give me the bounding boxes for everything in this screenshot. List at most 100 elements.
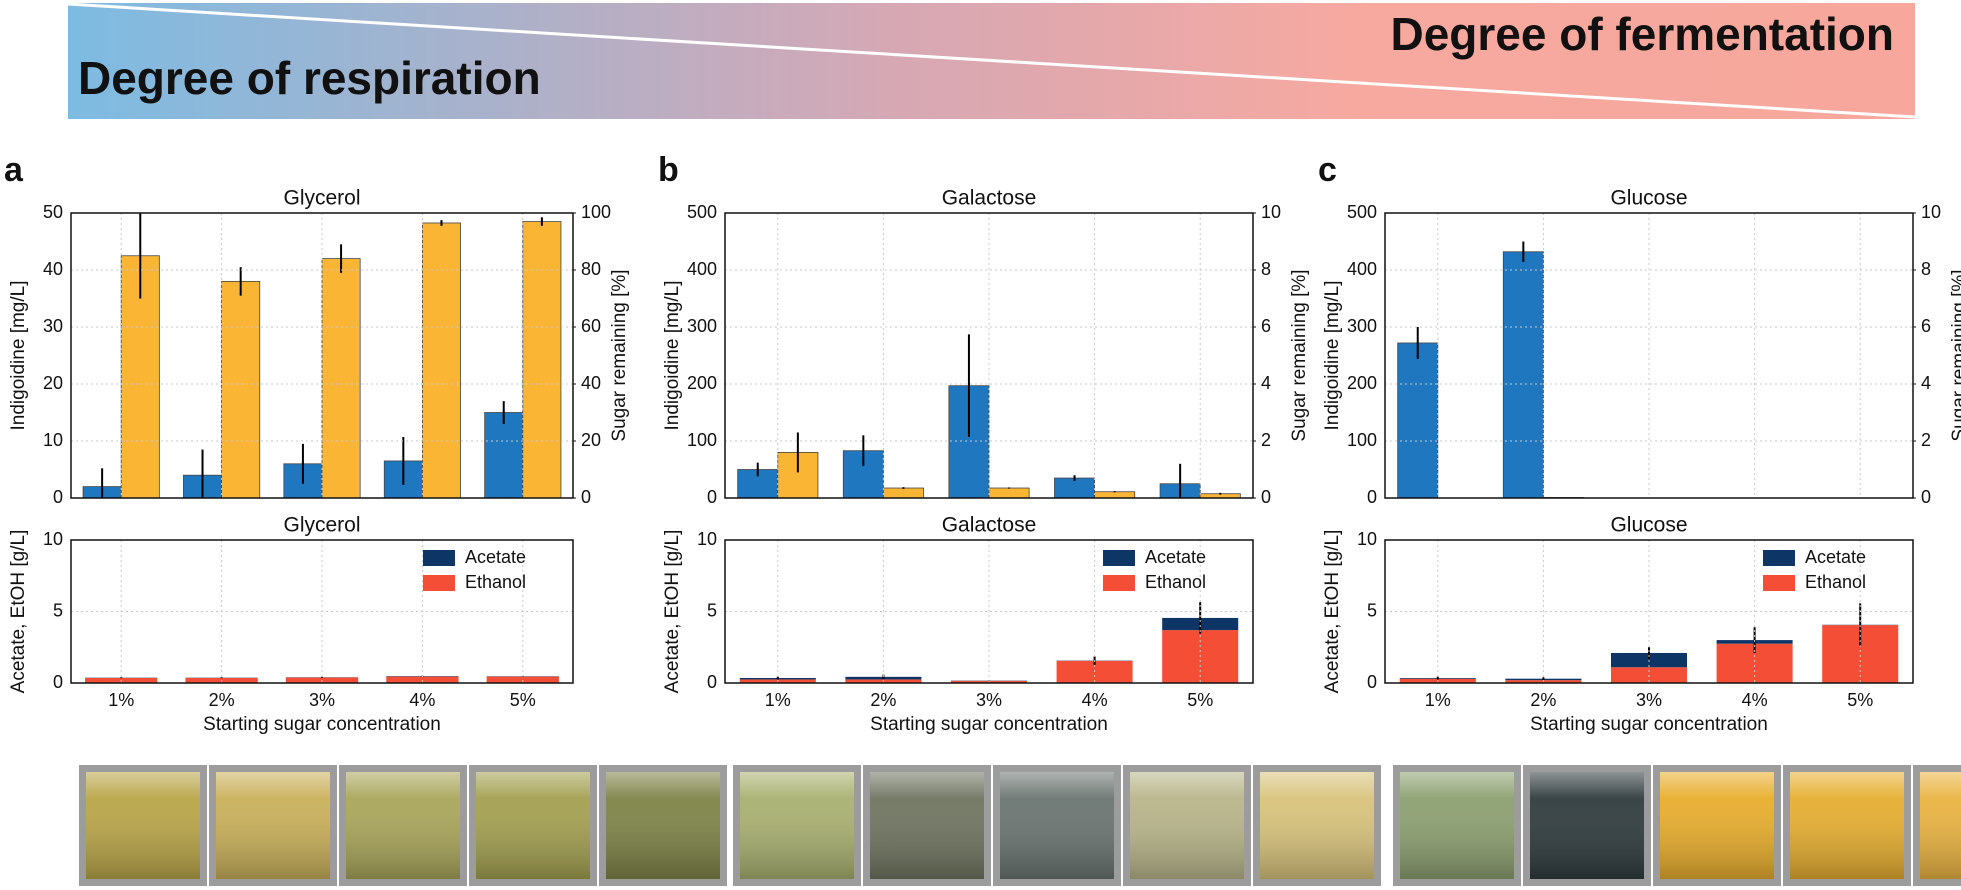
legend-label: Acetate bbox=[1805, 547, 1866, 567]
legend-swatch bbox=[423, 550, 455, 566]
y-tick-label: 500 bbox=[1347, 202, 1377, 222]
legend-swatch bbox=[423, 575, 455, 591]
y-tick-label: 10 bbox=[1357, 529, 1377, 549]
photo-shade bbox=[1400, 772, 1514, 879]
y2-tick-label: 0 bbox=[1261, 487, 1271, 507]
y2-tick-label: 6 bbox=[1261, 316, 1271, 336]
banner-divider bbox=[67, 2, 1916, 119]
axes-frame bbox=[1384, 212, 1914, 499]
photo-shade bbox=[1660, 772, 1774, 879]
y2-tick-label: 8 bbox=[1921, 259, 1931, 279]
x-tick-label: 3% bbox=[309, 690, 335, 710]
y-tick-label: 5 bbox=[53, 600, 63, 620]
y2-tick-label: 20 bbox=[581, 430, 601, 450]
y2-tick-label: 4 bbox=[1261, 373, 1271, 393]
y-tick-label: 20 bbox=[43, 373, 63, 393]
x-tick-label: 2% bbox=[870, 690, 896, 710]
x-axis-label: Starting sugar concentration bbox=[870, 714, 1108, 735]
legend-swatch bbox=[1763, 575, 1795, 591]
photo-shade bbox=[740, 772, 854, 879]
x-tick-label: 3% bbox=[1636, 690, 1662, 710]
photo-shade bbox=[1260, 772, 1374, 879]
axes-frame bbox=[70, 212, 574, 499]
bar bbox=[1502, 251, 1544, 498]
bar bbox=[883, 487, 924, 498]
y-tick-label: 0 bbox=[53, 672, 63, 692]
legend-swatch bbox=[1103, 575, 1135, 591]
legend-label: Ethanol bbox=[1805, 572, 1866, 592]
x-tick-label: 1% bbox=[108, 690, 134, 710]
y-tick-label: 50 bbox=[43, 202, 63, 222]
bar bbox=[522, 221, 562, 498]
y-tick-label: 100 bbox=[1347, 430, 1377, 450]
bar-segment bbox=[486, 676, 559, 683]
legend-swatch bbox=[1103, 550, 1135, 566]
bar bbox=[1054, 477, 1096, 498]
legend-label: Ethanol bbox=[465, 572, 526, 592]
y-tick-label: 400 bbox=[1347, 259, 1377, 279]
y-axis-label: Indigoidine [mg/L] bbox=[1322, 281, 1343, 431]
y2-axis-label: Sugar remaining [%] bbox=[609, 269, 630, 441]
y-tick-label: 10 bbox=[697, 529, 717, 549]
y-tick-label: 0 bbox=[1367, 672, 1377, 692]
y2-tick-label: 2 bbox=[1921, 430, 1931, 450]
legend-label: Acetate bbox=[465, 547, 526, 567]
photo-shade bbox=[1130, 772, 1244, 879]
chart-title: Galactose bbox=[942, 187, 1037, 210]
plot-area bbox=[1397, 241, 1584, 498]
y2-tick-label: 10 bbox=[1261, 202, 1281, 222]
bar bbox=[321, 258, 361, 498]
y2-tick-label: 0 bbox=[1921, 487, 1931, 507]
bar bbox=[421, 222, 461, 498]
x-axis-label: Starting sugar concentration bbox=[1530, 714, 1768, 735]
y2-tick-label: 0 bbox=[581, 487, 591, 507]
y-tick-label: 5 bbox=[707, 600, 717, 620]
x-tick-label: 5% bbox=[510, 690, 536, 710]
photo-shade bbox=[86, 772, 200, 879]
axes-frame bbox=[1384, 539, 1914, 684]
y-tick-label: 300 bbox=[1347, 316, 1377, 336]
y-axis-label: Acetate, EtOH [g/L] bbox=[662, 530, 683, 694]
plot-area bbox=[737, 334, 1241, 498]
axes-frame bbox=[70, 539, 574, 684]
y-tick-label: 30 bbox=[43, 316, 63, 336]
photo-shade bbox=[346, 772, 460, 879]
y-axis-label: Acetate, EtOH [g/L] bbox=[8, 530, 29, 694]
bar bbox=[988, 487, 1030, 498]
y-tick-label: 0 bbox=[707, 487, 717, 507]
photo-shade bbox=[870, 772, 984, 879]
photo-shade bbox=[1000, 772, 1114, 879]
x-tick-label: 2% bbox=[1530, 690, 1556, 710]
y2-tick-label: 40 bbox=[581, 373, 601, 393]
photo-shade bbox=[216, 772, 330, 879]
y-tick-label: 10 bbox=[43, 430, 63, 450]
panel-label: a bbox=[4, 151, 24, 189]
axes-frame bbox=[724, 212, 1254, 499]
bar bbox=[484, 412, 524, 498]
y2-tick-label: 4 bbox=[1921, 373, 1931, 393]
y2-tick-label: 8 bbox=[1261, 259, 1271, 279]
legend-swatch bbox=[1763, 550, 1795, 566]
legend-label: Acetate bbox=[1145, 547, 1206, 567]
x-tick-label: 3% bbox=[976, 690, 1002, 710]
chart-title: Glucose bbox=[1610, 514, 1687, 537]
bar bbox=[221, 280, 261, 498]
bar-segment bbox=[386, 676, 459, 683]
fermentation-label: Degree of fermentation bbox=[1390, 8, 1894, 60]
photo-shade bbox=[476, 772, 590, 879]
chart-title: Glycerol bbox=[283, 514, 360, 537]
x-tick-label: 4% bbox=[1082, 690, 1108, 710]
y-tick-label: 10 bbox=[43, 529, 63, 549]
y-tick-label: 100 bbox=[687, 430, 717, 450]
x-tick-label: 1% bbox=[765, 690, 791, 710]
y2-axis-label: Sugar remaining [%] bbox=[1949, 269, 1961, 441]
chart-title: Glycerol bbox=[283, 187, 360, 210]
bar bbox=[1397, 342, 1439, 498]
x-tick-label: 4% bbox=[409, 690, 435, 710]
y2-tick-label: 80 bbox=[581, 259, 601, 279]
y2-tick-label: 10 bbox=[1921, 202, 1941, 222]
x-tick-label: 4% bbox=[1742, 690, 1768, 710]
y-tick-label: 0 bbox=[1367, 487, 1377, 507]
x-tick-label: 5% bbox=[1847, 690, 1873, 710]
axes-frame bbox=[724, 539, 1254, 684]
